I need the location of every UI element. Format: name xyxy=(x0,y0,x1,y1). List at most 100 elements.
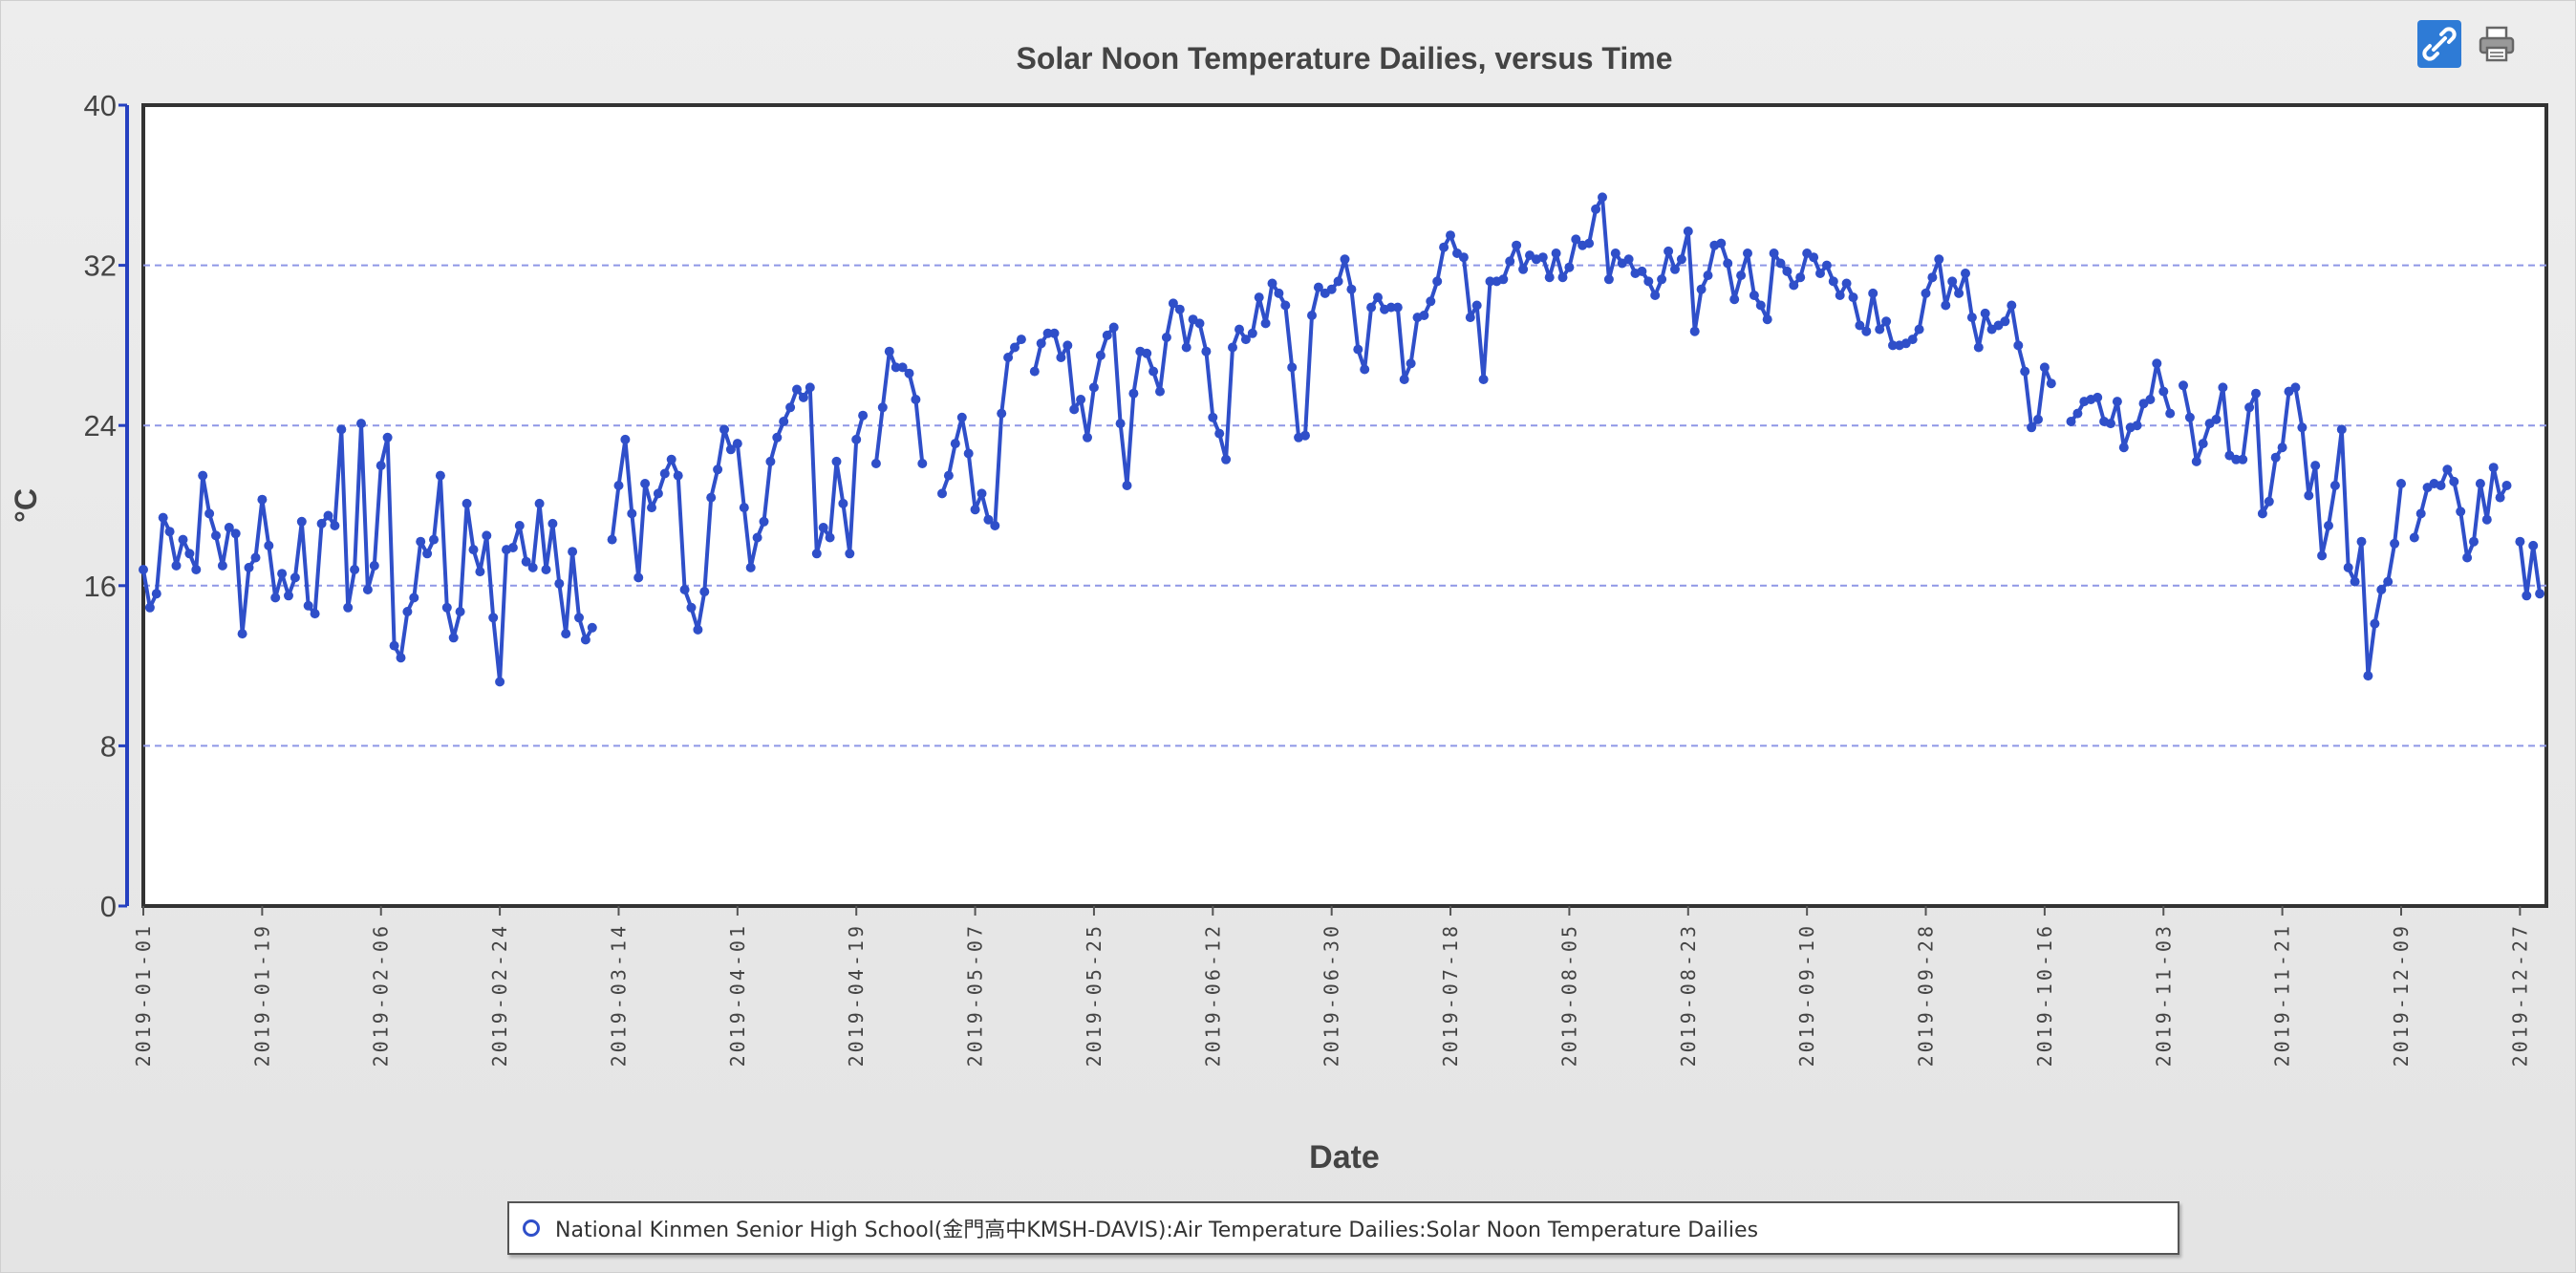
data-point[interactable] xyxy=(686,602,697,613)
data-point[interactable] xyxy=(1749,291,1759,300)
link-button[interactable] xyxy=(2417,20,2461,68)
data-point[interactable] xyxy=(2324,521,2333,530)
data-point[interactable] xyxy=(805,382,815,393)
data-point[interactable] xyxy=(435,470,445,481)
data-point[interactable] xyxy=(1036,338,1046,349)
data-point[interactable] xyxy=(230,529,241,539)
data-point[interactable] xyxy=(1855,320,1865,331)
data-point[interactable] xyxy=(2066,417,2076,426)
data-point[interactable] xyxy=(1063,340,1073,351)
data-point[interactable] xyxy=(613,481,624,490)
data-point[interactable] xyxy=(897,362,908,373)
data-point[interactable] xyxy=(1921,288,1931,298)
data-point[interactable] xyxy=(2244,402,2255,413)
data-point[interactable] xyxy=(1782,266,1792,276)
data-point[interactable] xyxy=(336,424,347,435)
data-point[interactable] xyxy=(527,562,538,572)
data-point[interactable] xyxy=(303,600,313,611)
data-point[interactable] xyxy=(1240,334,1251,345)
data-point[interactable] xyxy=(2515,536,2525,547)
data-point[interactable] xyxy=(1353,344,1363,355)
data-point[interactable] xyxy=(1010,342,1020,353)
data-point[interactable] xyxy=(429,534,439,545)
data-point[interactable] xyxy=(2383,576,2394,587)
data-point[interactable] xyxy=(1056,353,1066,362)
data-point[interactable] xyxy=(1340,254,1350,265)
data-point[interactable] xyxy=(1108,322,1119,333)
data-point[interactable] xyxy=(2370,618,2380,629)
data-point[interactable] xyxy=(475,567,485,577)
data-point[interactable] xyxy=(151,589,161,599)
data-point[interactable] xyxy=(396,653,406,663)
data-point[interactable] xyxy=(785,402,796,413)
data-point[interactable] xyxy=(1809,252,1819,263)
data-point[interactable] xyxy=(627,508,637,519)
data-point[interactable] xyxy=(858,410,869,421)
data-point[interactable] xyxy=(2264,496,2274,507)
data-point[interactable] xyxy=(1478,375,1489,384)
data-point[interactable] xyxy=(1743,248,1752,258)
data-point[interactable] xyxy=(2152,358,2162,369)
data-point[interactable] xyxy=(1221,454,1232,464)
data-point[interactable] xyxy=(2257,508,2267,519)
data-point[interactable] xyxy=(2475,479,2485,488)
data-point[interactable] xyxy=(1049,328,1060,338)
data-point[interactable] xyxy=(2501,481,2512,490)
data-point[interactable] xyxy=(1598,192,1607,203)
data-point[interactable] xyxy=(402,607,413,616)
data-point[interactable] xyxy=(1729,294,1740,305)
data-point[interactable] xyxy=(825,532,835,543)
print-button[interactable] xyxy=(2475,20,2519,68)
data-point[interactable] xyxy=(943,470,954,481)
data-point[interactable] xyxy=(679,585,690,594)
data-point[interactable] xyxy=(1927,272,1938,283)
data-point[interactable] xyxy=(1868,288,1878,298)
data-point[interactable] xyxy=(1557,272,1568,283)
data-point[interactable] xyxy=(811,549,822,559)
data-point[interactable] xyxy=(1703,270,1713,281)
data-point[interactable] xyxy=(831,456,842,466)
data-point[interactable] xyxy=(250,552,261,563)
data-point[interactable] xyxy=(1274,288,1284,298)
data-point[interactable] xyxy=(1142,348,1152,358)
data-point[interactable] xyxy=(284,591,293,601)
data-point[interactable] xyxy=(534,498,545,508)
data-point[interactable] xyxy=(713,464,723,475)
data-point[interactable] xyxy=(963,448,974,459)
data-point[interactable] xyxy=(1174,304,1185,314)
data-point[interactable] xyxy=(1821,260,1832,270)
data-point[interactable] xyxy=(2251,388,2261,399)
data-point[interactable] xyxy=(211,530,221,541)
data-point[interactable] xyxy=(541,565,551,574)
data-point[interactable] xyxy=(1544,272,1555,283)
data-point[interactable] xyxy=(580,635,590,645)
data-point[interactable] xyxy=(2198,439,2208,449)
data-point[interactable] xyxy=(666,454,676,464)
data-point[interactable] xyxy=(1875,324,1885,334)
data-point[interactable] xyxy=(2238,454,2248,464)
data-point[interactable] xyxy=(2013,340,2024,351)
data-point[interactable] xyxy=(1683,227,1693,236)
data-point[interactable] xyxy=(1789,280,1799,291)
data-point[interactable] xyxy=(1446,230,1455,241)
data-point[interactable] xyxy=(1848,292,1858,303)
data-point[interactable] xyxy=(139,565,148,574)
data-point[interactable] xyxy=(765,456,776,466)
data-point[interactable] xyxy=(468,545,479,555)
data-point[interactable] xyxy=(1584,238,1595,248)
data-point[interactable] xyxy=(2535,589,2545,599)
data-point[interactable] xyxy=(2390,538,2400,549)
data-point[interactable] xyxy=(647,503,656,513)
data-point[interactable] xyxy=(362,585,373,594)
data-point[interactable] xyxy=(956,412,967,422)
data-point[interactable] xyxy=(1498,274,1509,285)
data-point[interactable] xyxy=(1307,311,1317,320)
data-point[interactable] xyxy=(977,488,987,499)
data-point[interactable] xyxy=(2522,591,2532,601)
data-point[interactable] xyxy=(693,624,703,635)
data-point[interactable] xyxy=(277,569,288,579)
data-point[interactable] xyxy=(448,633,459,643)
data-point[interactable] xyxy=(1973,342,1984,353)
data-point[interactable] xyxy=(1471,300,1482,311)
data-point[interactable] xyxy=(441,602,452,613)
